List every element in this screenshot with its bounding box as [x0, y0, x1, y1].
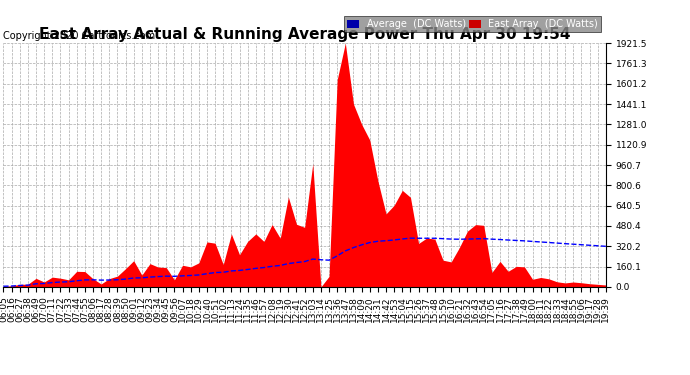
Text: Copyright 2020 Cartronics.com: Copyright 2020 Cartronics.com — [3, 32, 155, 41]
Legend: Average  (DC Watts), East Array  (DC Watts): Average (DC Watts), East Array (DC Watts… — [344, 16, 601, 32]
Title: East Array Actual & Running Average Power Thu Apr 30 19:54: East Array Actual & Running Average Powe… — [39, 27, 571, 42]
